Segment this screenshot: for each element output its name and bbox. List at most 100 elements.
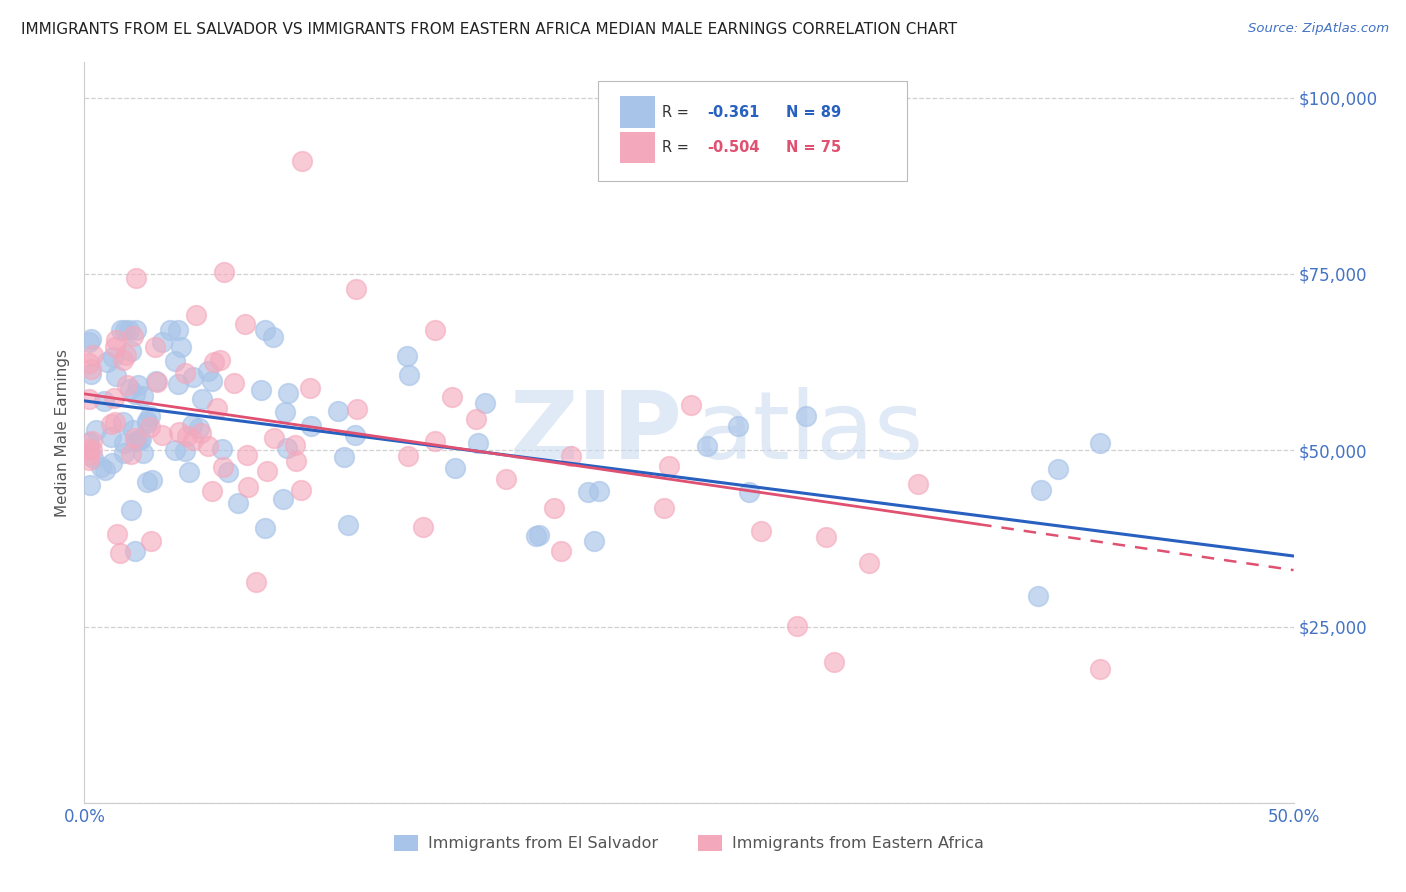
Text: Source: ZipAtlas.com: Source: ZipAtlas.com xyxy=(1249,22,1389,36)
Point xyxy=(398,368,420,382)
Point xyxy=(112,435,135,450)
Point xyxy=(112,445,135,459)
Point xyxy=(263,431,285,445)
Point xyxy=(254,520,277,534)
Point xyxy=(150,334,173,349)
Point xyxy=(176,429,198,443)
Point xyxy=(277,386,299,401)
FancyBboxPatch shape xyxy=(620,96,655,128)
Point xyxy=(82,348,104,362)
Point xyxy=(346,402,368,417)
Point xyxy=(77,453,100,467)
Point xyxy=(128,433,150,447)
Point xyxy=(122,423,145,437)
Point xyxy=(77,434,100,449)
Text: N = 75: N = 75 xyxy=(786,140,841,155)
Point xyxy=(181,370,204,384)
Point xyxy=(101,350,124,364)
Point xyxy=(326,403,349,417)
Point xyxy=(696,439,718,453)
Point xyxy=(823,655,845,669)
Point xyxy=(751,524,773,538)
Point xyxy=(440,390,463,404)
Point xyxy=(184,308,207,322)
Text: N = 89: N = 89 xyxy=(786,104,841,120)
Point xyxy=(136,414,159,428)
Point xyxy=(1026,589,1049,603)
Point xyxy=(124,387,146,401)
Point xyxy=(245,575,267,590)
Point xyxy=(560,449,582,463)
Point xyxy=(132,389,155,403)
Text: atlas: atlas xyxy=(695,386,924,479)
Point xyxy=(177,465,200,479)
Point xyxy=(114,323,136,337)
Point xyxy=(529,528,551,542)
Point xyxy=(79,478,101,492)
Point xyxy=(82,450,104,465)
Point xyxy=(80,332,103,346)
Point xyxy=(108,546,131,560)
Point xyxy=(658,458,681,473)
Point xyxy=(201,374,224,388)
Point xyxy=(276,441,298,455)
Point xyxy=(474,396,496,410)
Point xyxy=(93,463,115,477)
Point xyxy=(110,323,132,337)
Point xyxy=(200,484,222,499)
Point xyxy=(77,355,100,369)
Point xyxy=(550,544,572,558)
Point xyxy=(132,445,155,459)
Point xyxy=(139,409,162,424)
Point xyxy=(543,501,565,516)
Point xyxy=(412,520,434,534)
Point xyxy=(250,383,273,397)
Point xyxy=(165,443,187,458)
Point xyxy=(127,378,149,392)
Point xyxy=(285,454,308,468)
Point xyxy=(222,376,245,390)
Point xyxy=(167,323,190,337)
Point xyxy=(187,421,209,435)
Point xyxy=(1088,436,1111,450)
Point xyxy=(90,459,112,474)
Text: -0.504: -0.504 xyxy=(707,140,759,155)
Point xyxy=(291,154,314,169)
Point xyxy=(197,439,219,453)
Point xyxy=(131,432,153,446)
Point xyxy=(202,355,225,369)
Point xyxy=(80,362,103,376)
Point xyxy=(236,480,259,494)
Point xyxy=(139,533,162,548)
Legend: Immigrants from El Salvador, Immigrants from Eastern Africa: Immigrants from El Salvador, Immigrants … xyxy=(388,829,990,858)
Point xyxy=(120,447,142,461)
Point xyxy=(111,415,134,429)
Point xyxy=(100,417,122,432)
Point xyxy=(167,425,190,439)
Point xyxy=(212,459,235,474)
Point xyxy=(77,442,100,456)
Text: R =: R = xyxy=(662,140,693,155)
Point xyxy=(290,483,312,497)
Point xyxy=(124,323,146,337)
Point xyxy=(100,430,122,444)
Point xyxy=(495,472,517,486)
Point xyxy=(93,394,115,409)
Point xyxy=(136,416,159,430)
Point xyxy=(180,418,202,433)
Point xyxy=(77,334,100,349)
Point xyxy=(150,428,173,442)
Point xyxy=(191,392,214,407)
Point xyxy=(118,382,141,396)
Point xyxy=(96,355,118,369)
Point xyxy=(228,495,250,509)
FancyBboxPatch shape xyxy=(599,81,907,181)
Point xyxy=(337,518,360,533)
Text: R =: R = xyxy=(662,104,693,120)
Point xyxy=(163,353,186,368)
Point xyxy=(125,271,148,285)
Point xyxy=(105,369,128,384)
Point xyxy=(271,491,294,506)
Point xyxy=(284,438,307,452)
Point xyxy=(167,377,190,392)
